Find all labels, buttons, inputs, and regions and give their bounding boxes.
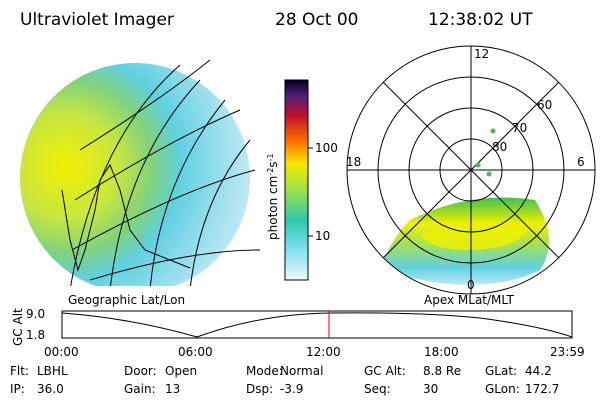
footer-label: GC Alt: (364, 364, 406, 378)
footer-label: Gain: (124, 382, 156, 396)
colorbar-tick: 10 (315, 229, 330, 243)
footer-label: Door: (124, 364, 157, 378)
time: 12:38:02 UT (428, 10, 533, 30)
axis-label: GC Alt (11, 308, 25, 346)
x-tick-label: 12:00 (306, 345, 341, 359)
footer-label: Seq: (364, 382, 391, 396)
footer: Flt: LBHL Door: Open Mode:Normal GC Alt: 8.8 R… (10, 364, 559, 396)
footer-value: -3.9 (280, 382, 303, 396)
y-tick-label: 9.0 (26, 307, 45, 321)
right-caption: Apex MLat/MLT (424, 293, 514, 307)
x-tick-label: 06:00 (178, 345, 213, 359)
footer-value: 30 (423, 382, 438, 396)
hour-label: 18 (346, 155, 361, 169)
geo-image (20, 59, 260, 286)
footer-label: IP: (10, 382, 25, 396)
lat-label: 80 (492, 140, 507, 154)
footer-label: GLat: (485, 364, 517, 378)
footer-label: Flt: (10, 364, 29, 378)
footer-label: Mode: (246, 364, 283, 378)
footer-value: LBHL (37, 364, 68, 378)
lat-label: 70 (512, 121, 527, 135)
footer-value: Open (165, 364, 197, 378)
hour-label: 12 (474, 47, 489, 61)
footer-value: 8.8 Re (423, 364, 461, 378)
footer-value: 36.0 (37, 382, 64, 396)
hour-label: 6 (577, 155, 585, 169)
x-tick-label: 18:00 (424, 345, 459, 359)
y-tick-label: 1.8 (26, 328, 45, 342)
footer-value: 172.7 (525, 382, 559, 396)
header: Ultraviolet Imager 28 Oct 00 12:38:02 UT (20, 10, 533, 30)
footer-value: 13 (165, 382, 180, 396)
x-tick-label: 23:59 (550, 345, 585, 359)
footer-label: Dsp: (246, 382, 273, 396)
lat-label: 60 (537, 98, 552, 112)
footer-value: 44.2 (525, 364, 552, 378)
title: Ultraviolet Imager (20, 10, 174, 30)
footer-label: GLon: (485, 382, 520, 396)
colorbar-label: photon cm-2s-1 (266, 153, 280, 240)
footer-value: Normal (280, 364, 323, 378)
timeline: GC Alt 9.0 1.8 00:00 06:00 12:00 18:00 2… (11, 307, 585, 359)
colorbar-tick: 100 (315, 141, 338, 155)
hour-label: 0 (467, 278, 475, 292)
date: 28 Oct 00 (275, 10, 358, 30)
colorbar (284, 79, 309, 281)
left-caption: Geographic Lat/Lon (68, 293, 185, 307)
x-tick-label: 00:00 (44, 345, 79, 359)
polar-image: 12 18 6 0 60 70 80 (346, 45, 596, 295)
